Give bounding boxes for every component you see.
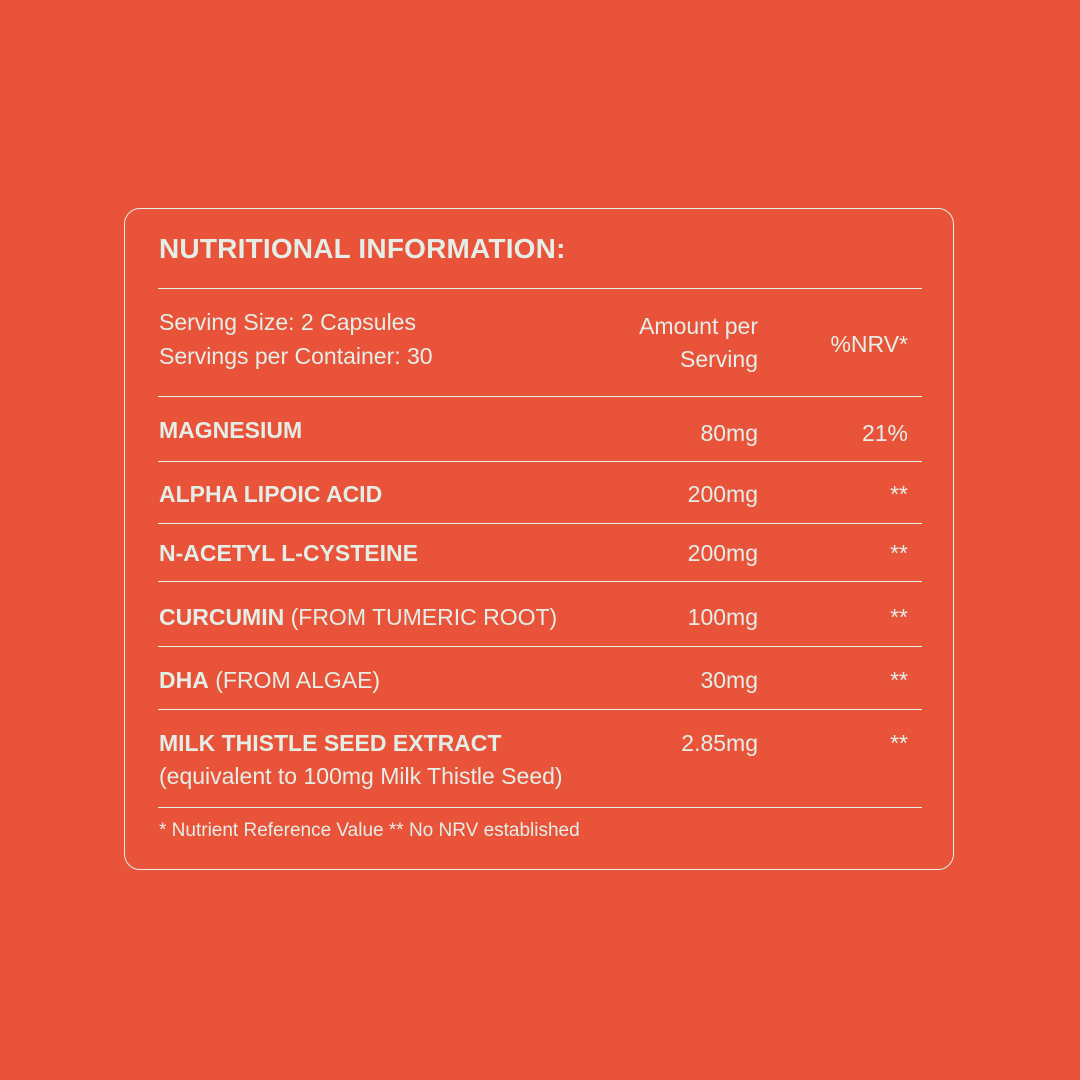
servings-per-container: Servings per Container: 30: [159, 343, 433, 369]
nutrient-note: (equivalent to 100mg Milk Thistle Seed): [159, 763, 563, 789]
divider: [158, 581, 922, 582]
divider: [158, 646, 922, 647]
amount: 2.85mg: [681, 730, 758, 756]
amount-header-line2: Serving: [680, 346, 758, 372]
nrv-header: %NRV*: [830, 331, 908, 357]
divider: [158, 396, 922, 397]
table-row: ALPHA LIPOIC ACID 200mg **: [159, 481, 908, 508]
table-row: MAGNESIUM 80mg 21%: [159, 417, 908, 446]
amount: 200mg: [687, 540, 758, 566]
nutrient-name: DHA: [159, 667, 209, 693]
amount: 100mg: [687, 604, 758, 630]
divider: [158, 807, 922, 808]
serving-size: Serving Size: 2 Capsules: [159, 309, 416, 335]
nutrition-card: [124, 208, 954, 870]
nutrient-name: MILK THISTLE SEED EXTRACT: [159, 730, 502, 756]
amount-header: Amount per Serving: [639, 310, 758, 376]
nrv-value: 21%: [861, 420, 908, 446]
nrv-value: **: [890, 667, 908, 693]
table-row: CURCUMIN (FROM TUMERIC ROOT) 100mg **: [159, 604, 908, 631]
amount-header-line1: Amount per: [639, 313, 758, 339]
divider: [158, 523, 922, 524]
amount: 30mg: [700, 667, 758, 693]
nrv-value: **: [890, 604, 908, 630]
nutrient-name: MAGNESIUM: [159, 417, 303, 443]
divider: [158, 461, 922, 462]
nutrient-name: ALPHA LIPOIC ACID: [159, 481, 383, 507]
nrv-value: **: [890, 730, 908, 756]
nrv-value: **: [890, 481, 908, 507]
page-title: NUTRITIONAL INFORMATION:: [159, 233, 566, 264]
table-row: MILK THISTLE SEED EXTRACT (equivalent to …: [159, 730, 908, 790]
amount: 80mg: [700, 420, 758, 446]
nutrient-name: CURCUMIN: [159, 604, 285, 630]
nutrient-note: (FROM ALGAE): [208, 667, 381, 693]
amount: 200mg: [687, 481, 758, 507]
nutrient-note: (FROM TUMERIC ROOT): [284, 604, 558, 630]
table-row: N-ACETYL L-CYSTEINE 200mg **: [159, 540, 908, 567]
table-row: DHA (FROM ALGAE) 30mg **: [159, 667, 908, 694]
nutrient-name: N-ACETYL L-CYSTEINE: [159, 540, 418, 566]
nrv-value: **: [890, 540, 908, 566]
footnote: * Nutrient Reference Value ** No NRV est…: [159, 820, 580, 841]
divider: [158, 288, 922, 289]
divider: [158, 709, 922, 710]
